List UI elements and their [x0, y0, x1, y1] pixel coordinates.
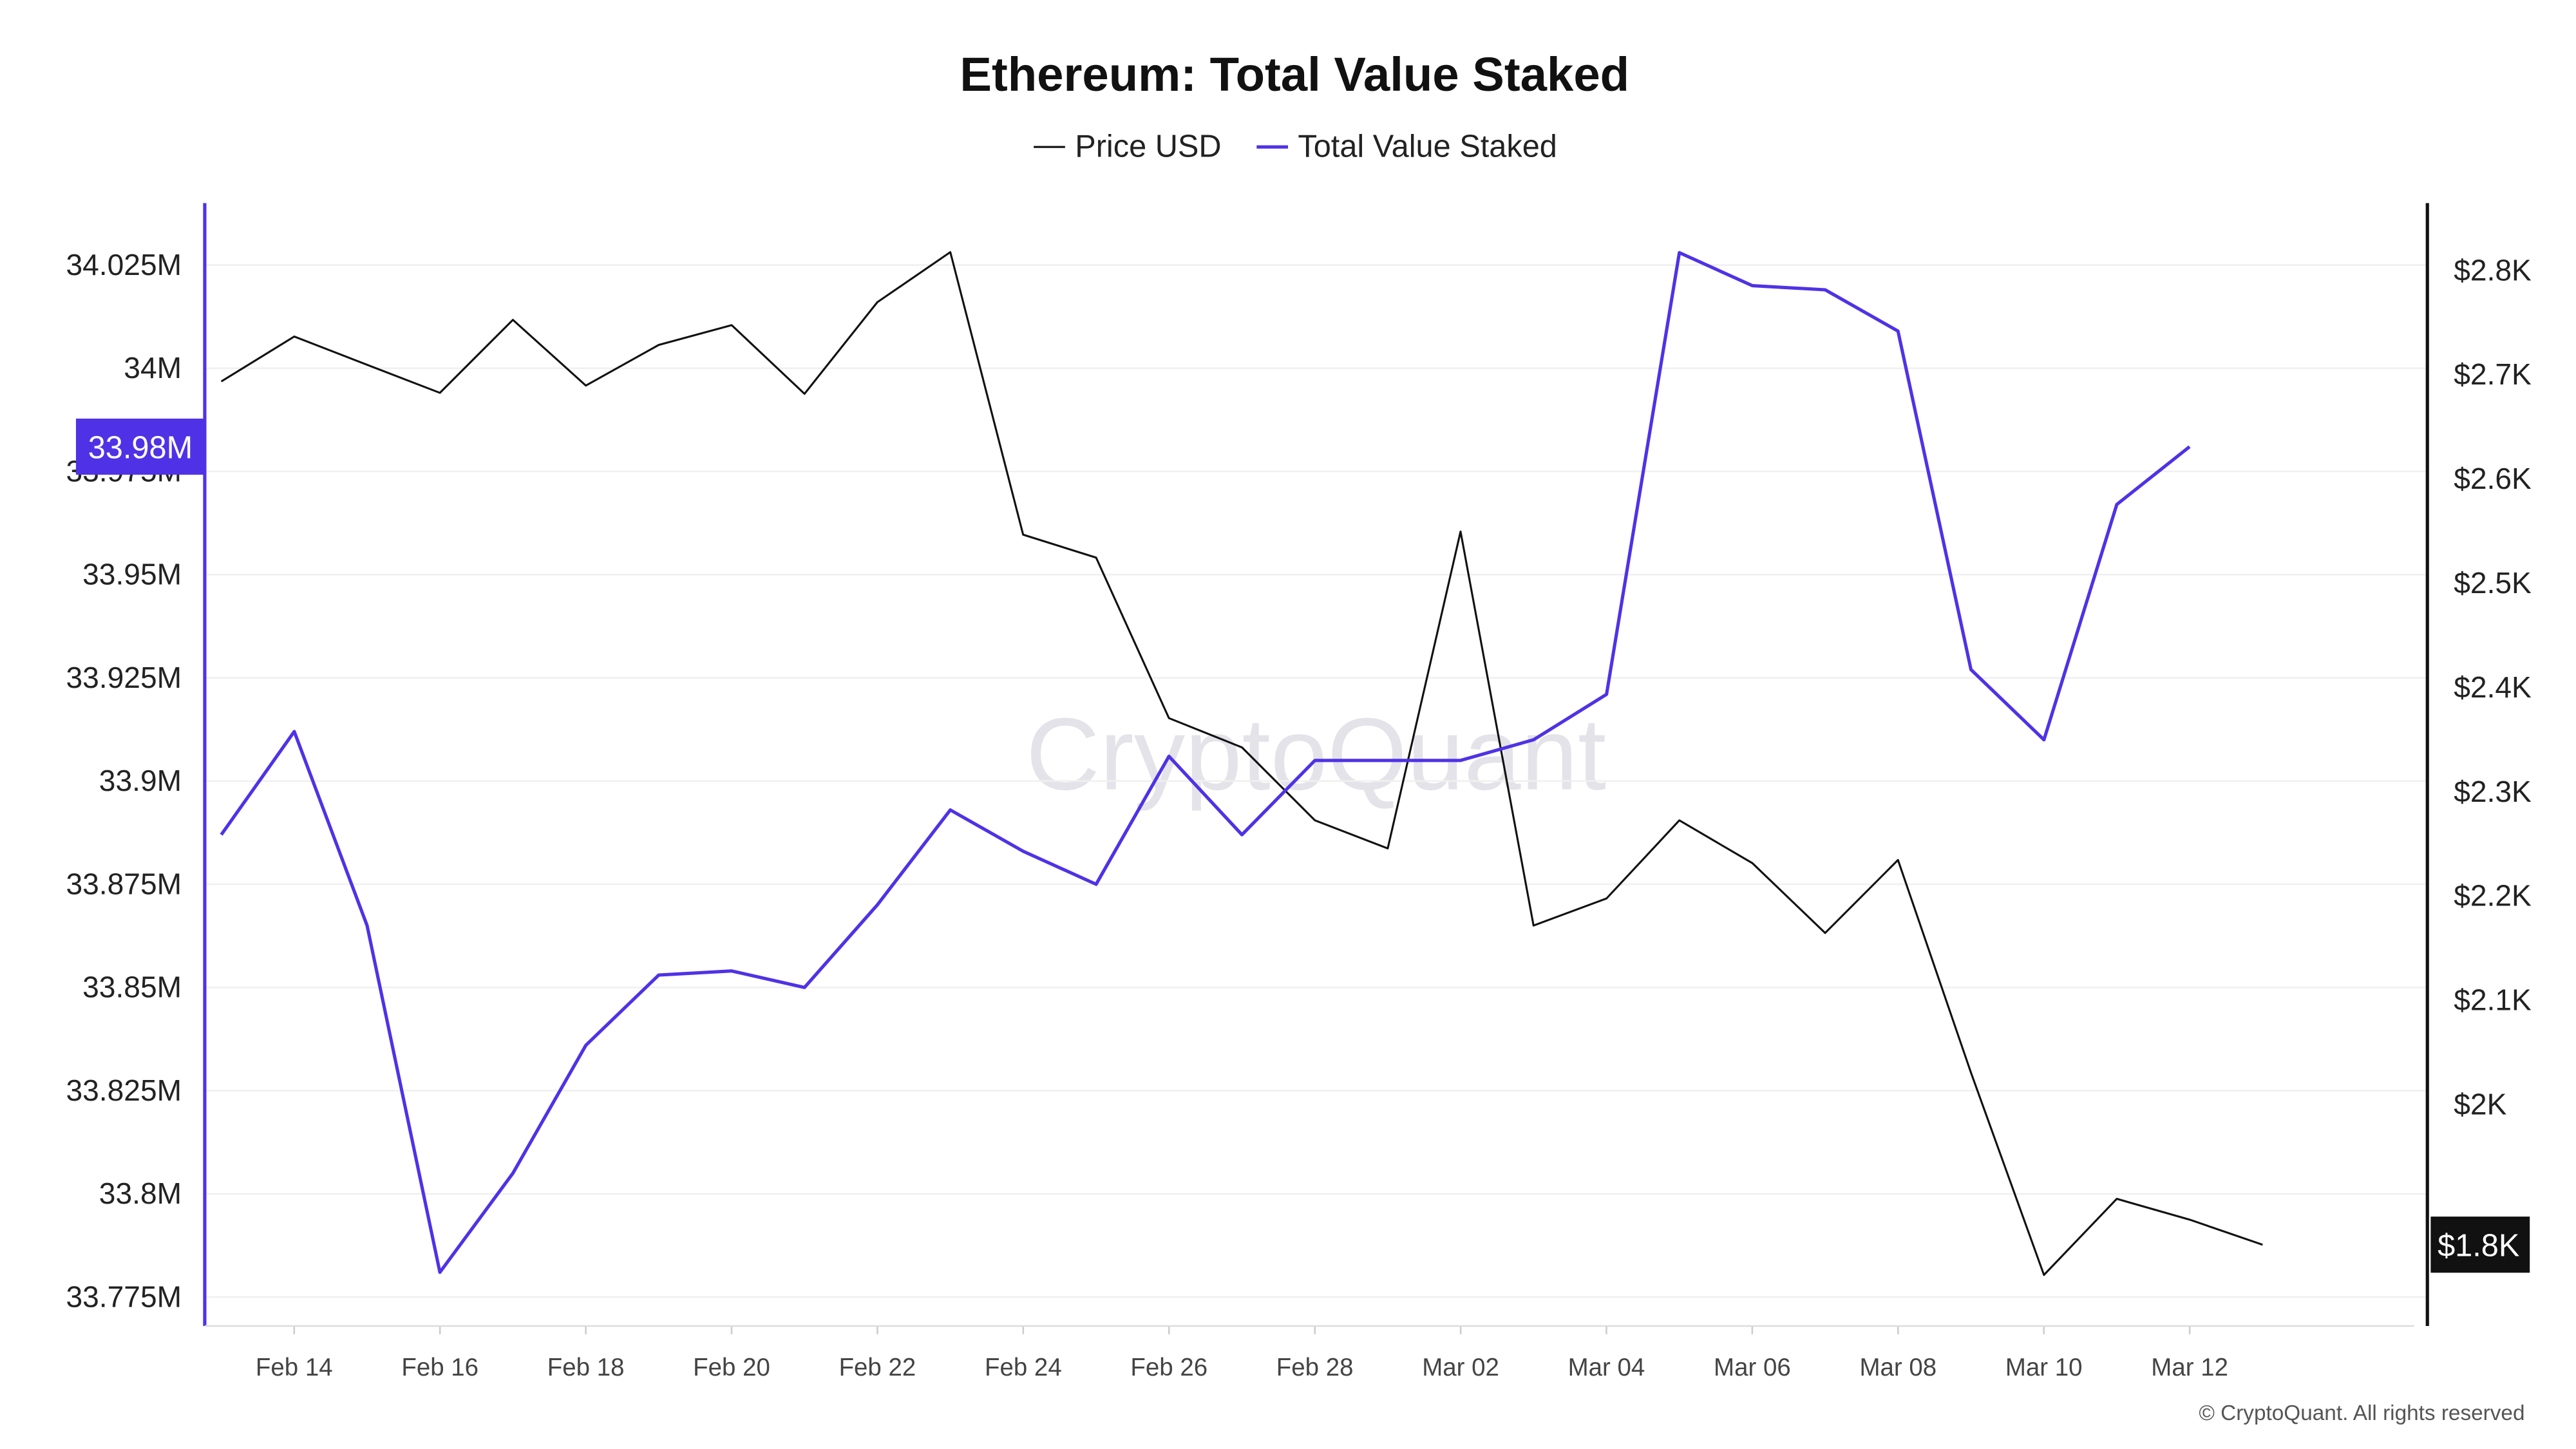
- left-tick-label: 33.9M: [99, 764, 182, 797]
- right-tick-label: $2.4K: [2454, 670, 2532, 704]
- x-tick-label: Feb 14: [256, 1354, 333, 1381]
- x-tick-label: Feb 28: [1276, 1354, 1354, 1381]
- right-tick-label: $2.7K: [2454, 357, 2532, 391]
- current-price-label: $1.8K: [2438, 1229, 2519, 1264]
- left-tick-label: 34.025M: [66, 248, 182, 281]
- right-tick-label: $2.6K: [2454, 462, 2532, 495]
- legend-label-price[interactable]: Price USD: [1075, 129, 1221, 164]
- series-line-price: [220, 251, 2263, 1276]
- x-tick-label: Mar 08: [1859, 1354, 1937, 1381]
- copyright: © CryptoQuant. All rights reserved: [2199, 1401, 2524, 1425]
- current-tvs-label: 33.98M: [88, 431, 193, 466]
- x-tick-label: Feb 24: [985, 1354, 1062, 1381]
- current-price-badge: [2430, 1217, 2530, 1273]
- series-line-total-value-staked: [220, 251, 2191, 1274]
- x-tick-label: Mar 02: [1422, 1354, 1499, 1381]
- x-tick-label: Feb 26: [1130, 1354, 1208, 1381]
- x-tick-label: Feb 20: [693, 1354, 770, 1381]
- left-tick-label: 33.825M: [66, 1074, 182, 1107]
- x-tick-label: Feb 22: [839, 1354, 916, 1381]
- x-tick-label: Feb 18: [547, 1354, 625, 1381]
- right-tick-label: $2.8K: [2454, 253, 2532, 287]
- tick-labels: 34.025M34M33.975M33.95M33.925M33.9M33.87…: [66, 248, 2532, 1381]
- left-tick-label: 34M: [124, 351, 182, 384]
- series-lines: [220, 251, 2263, 1276]
- right-tick-label: $2.3K: [2454, 775, 2532, 808]
- x-tick-label: Mar 06: [1714, 1354, 1791, 1381]
- left-tick-label: 33.8M: [99, 1177, 182, 1210]
- right-tick-label: $2K: [2454, 1087, 2506, 1121]
- x-tick-label: Feb 16: [401, 1354, 478, 1381]
- left-tick-label: 33.775M: [66, 1280, 182, 1313]
- x-tick-label: Mar 12: [2151, 1354, 2228, 1381]
- left-tick-label: 33.95M: [82, 558, 182, 591]
- right-tick-label: $2.1K: [2454, 983, 2532, 1017]
- x-tick-label: Mar 10: [2005, 1354, 2083, 1381]
- chart-title: Ethereum: Total Value Staked: [960, 48, 1629, 101]
- axes: [203, 203, 2429, 1334]
- legend: Price USD Total Value Staked: [1034, 129, 1557, 164]
- left-tick-label: 33.925M: [66, 661, 182, 694]
- right-tick-label: $2.2K: [2454, 879, 2532, 913]
- legend-label-tvs[interactable]: Total Value Staked: [1298, 129, 1557, 164]
- watermark: CryptoQuant: [1026, 697, 1606, 811]
- left-tick-label: 33.85M: [82, 971, 182, 1004]
- grid: [204, 264, 2428, 1298]
- current-tvs-badge: [75, 419, 205, 475]
- x-tick-label: Mar 04: [1568, 1354, 1645, 1381]
- right-tick-label: $2.5K: [2454, 566, 2532, 600]
- left-tick-label: 33.875M: [66, 867, 182, 900]
